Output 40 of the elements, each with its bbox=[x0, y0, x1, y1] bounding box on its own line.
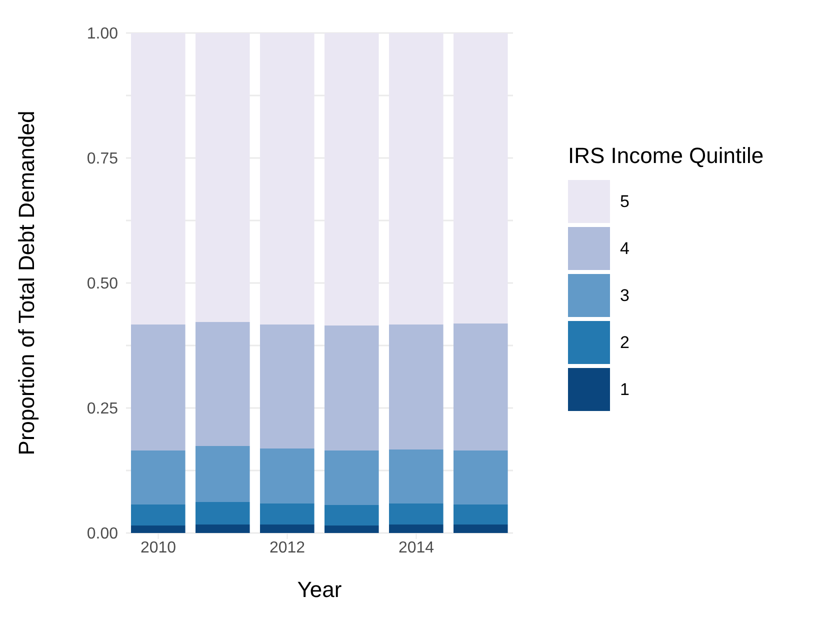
y-tick-label: 0.75 bbox=[86, 150, 118, 168]
bar bbox=[196, 322, 250, 446]
bar bbox=[196, 446, 250, 502]
bar bbox=[131, 324, 186, 450]
bar bbox=[324, 505, 379, 526]
y-tick-label: 1.00 bbox=[86, 26, 118, 43]
bar bbox=[196, 502, 250, 524]
bar bbox=[324, 526, 379, 533]
bar bbox=[389, 324, 444, 450]
bar bbox=[389, 524, 444, 533]
bar bbox=[131, 450, 186, 504]
text: 5 bbox=[620, 192, 630, 212]
bar bbox=[389, 450, 444, 504]
bar bbox=[454, 450, 508, 504]
text: 2 bbox=[620, 332, 630, 352]
text: 1 bbox=[620, 380, 630, 400]
x-axis-title: Year bbox=[297, 577, 342, 602]
bar bbox=[260, 524, 314, 533]
y-axis-title: Proportion of Total Debt Demanded bbox=[14, 110, 39, 456]
text: 4 bbox=[620, 238, 630, 258]
x-tick-label: 2012 bbox=[269, 539, 306, 556]
y-tick-label: 0.50 bbox=[86, 276, 118, 293]
bar bbox=[260, 448, 314, 504]
bar bbox=[324, 450, 379, 505]
bar bbox=[260, 324, 314, 448]
bar bbox=[324, 326, 379, 450]
bar bbox=[196, 524, 250, 533]
y-tick-label: 0.25 bbox=[86, 400, 118, 418]
bar bbox=[131, 504, 186, 526]
y-tick-label: 0.00 bbox=[86, 526, 118, 543]
bar bbox=[454, 324, 508, 450]
text: 3 bbox=[620, 286, 630, 306]
x-tick-label: 2014 bbox=[398, 539, 434, 556]
x-tick-label: 2010 bbox=[140, 539, 176, 556]
bar bbox=[260, 504, 314, 524]
bar bbox=[454, 524, 508, 533]
bar bbox=[131, 526, 186, 533]
legend-title: IRS Income Quintile bbox=[568, 143, 764, 169]
bar bbox=[454, 504, 508, 524]
bar bbox=[389, 504, 444, 524]
